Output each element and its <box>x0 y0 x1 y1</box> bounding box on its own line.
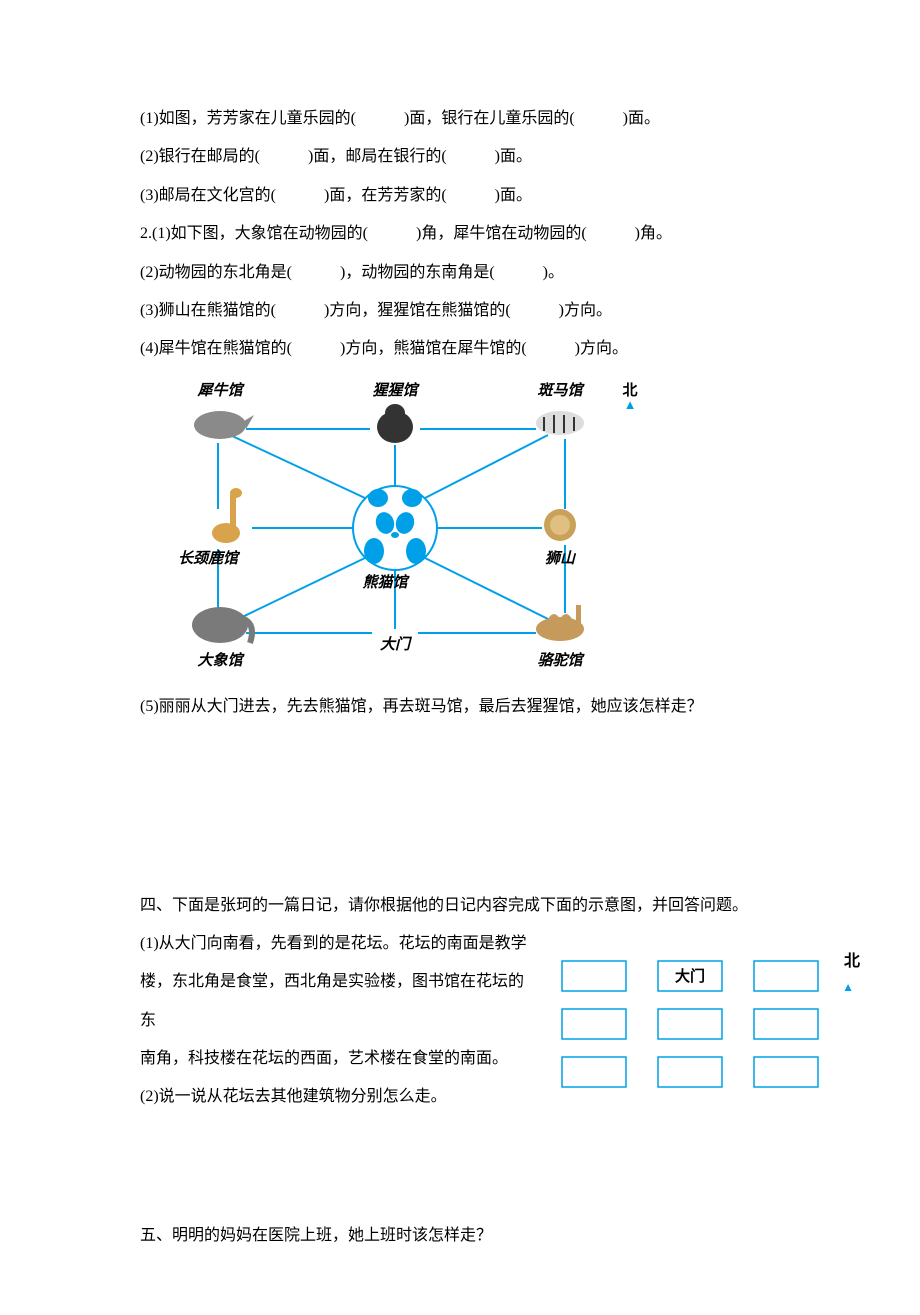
school-diagram: 大门 <box>560 955 820 1110</box>
school-svg: 大门 <box>560 955 820 1095</box>
sec4-line-b: 楼，东北角是食堂，西北角是实验楼，图书馆在花坛的东 <box>140 963 530 1040</box>
school-gate-label: 大门 <box>675 967 705 985</box>
giraffe-label: 长颈鹿馆 <box>178 549 241 567</box>
question-2-3: (3)狮山在熊猫馆的( )方向，猩猩馆在熊猫馆的( )方向。 <box>140 292 790 330</box>
blank-space-2 <box>140 1117 790 1217</box>
sec4-line-c: 南角，科技楼在花坛的西面，艺术楼在食堂的南面。 <box>140 1040 530 1078</box>
section-4-text: (1)从大门向南看，先看到的是花坛。花坛的南面是教学 楼，东北角是食堂，西北角是… <box>140 925 530 1117</box>
panda-label: 熊猫馆 <box>362 573 410 591</box>
question-2-5: (5)丽丽从大门进去，先去熊猫馆，再去斑马馆，最后去猩猩馆，她应该怎样走？ <box>140 688 790 726</box>
page-content: (1)如图，芳芳家在儿童乐园的( )面，银行在儿童乐园的( )面。 (2)银行在… <box>0 0 920 1315</box>
elephant-label: 大象馆 <box>197 651 245 669</box>
gate-label: 大门 <box>380 636 413 653</box>
question-2-1: 2.(1)如下图，大象馆在动物园的( )角，犀牛馆在动物园的( )角。 <box>140 215 790 253</box>
zoo-north-arrow-icon: ▲ <box>624 397 637 412</box>
sec4-line-2: (2)说一说从花坛去其他建筑物分别怎么走。 <box>140 1078 530 1116</box>
section4-north-arrow-icon: ▲ <box>842 973 854 1002</box>
camel-label: 骆驼馆 <box>537 651 585 669</box>
question-2-4: (4)犀牛馆在熊猫馆的( )方向，熊猫馆在犀牛馆的( )方向。 <box>140 330 790 368</box>
zoo-svg: 犀牛馆 猩猩馆 斑马馆 长颈鹿馆 熊猫馆 狮山 大象馆 大门 骆驼馆 北 ▲ <box>160 373 660 673</box>
zoo-diagram: 犀牛馆 猩猩馆 斑马馆 长颈鹿馆 熊猫馆 狮山 大象馆 大门 骆驼馆 北 ▲ <box>140 373 790 688</box>
rhino-label: 犀牛馆 <box>196 381 245 399</box>
question-1-3: (3)邮局在文化宫的( )面，在芳芳家的( )面。 <box>140 177 790 215</box>
panda-icon <box>353 486 437 570</box>
gorilla-label: 猩猩馆 <box>372 381 420 399</box>
question-1-1: (1)如图，芳芳家在儿童乐园的( )面，银行在儿童乐园的( )面。 <box>140 100 790 138</box>
section-4-title: 四、下面是张珂的一篇日记，请你根据他的日记内容完成下面的示意图，并回答问题。 <box>140 887 790 925</box>
section-4-body: (1)从大门向南看，先看到的是花坛。花坛的南面是教学 楼，东北角是食堂，西北角是… <box>140 925 790 1117</box>
section-5: 五、明明的妈妈在医院上班，她上班时该怎样走？ <box>140 1217 790 1255</box>
zebra-label: 斑马馆 <box>537 381 585 399</box>
lion-label: 狮山 <box>545 550 577 567</box>
blank-space-1 <box>140 727 790 887</box>
question-1-2: (2)银行在邮局的( )面，邮局在银行的( )面。 <box>140 138 790 176</box>
sec4-line-a: (1)从大门向南看，先看到的是花坛。花坛的南面是教学 <box>140 925 530 963</box>
question-2-2: (2)动物园的东北角是( )，动物园的东南角是( )。 <box>140 254 790 292</box>
